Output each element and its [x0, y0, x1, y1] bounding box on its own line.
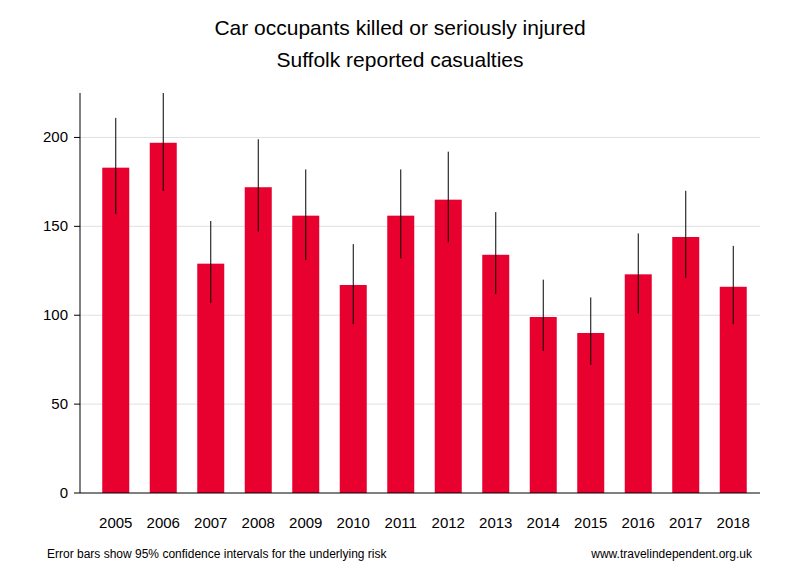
y-axis: 0 50 100 150 200	[43, 128, 760, 501]
tick-label: 0	[60, 484, 68, 501]
tick-label: 150	[43, 217, 68, 234]
x-axis: 2005 2006 2007 2008 2009 2010 2011 2012 2013 2014…	[99, 514, 750, 531]
bar	[245, 187, 272, 493]
error-bar	[115, 118, 116, 214]
x-axis-line	[80, 493, 760, 494]
subtitle: Suffolk reported casualties	[276, 48, 523, 71]
tick-mark	[74, 404, 80, 405]
error-bar	[685, 191, 686, 278]
error-bar	[305, 169, 306, 260]
bars	[102, 93, 747, 493]
error-bar	[590, 297, 591, 365]
y-axis-line	[80, 93, 81, 493]
grid-line	[80, 315, 760, 316]
error-bar	[400, 169, 401, 258]
tick-label: 200	[43, 128, 68, 145]
title: Car occupants killed or seriously injure…	[214, 16, 585, 39]
bar	[102, 168, 129, 493]
category-label: 2018	[717, 514, 750, 531]
tick-mark	[74, 315, 80, 316]
grid-line	[80, 404, 760, 405]
tick-mark	[74, 226, 80, 227]
error-bar	[495, 212, 496, 294]
category-label: 2013	[479, 514, 512, 531]
grid-line	[80, 137, 760, 138]
tick-label: 50	[51, 395, 68, 412]
error-bar	[543, 280, 544, 351]
category-label: 2016	[622, 514, 655, 531]
category-label: 2011	[385, 514, 417, 531]
bar	[150, 143, 177, 493]
category-label: 2014	[527, 514, 560, 531]
error-bar	[163, 93, 164, 191]
error-bar	[448, 152, 449, 243]
category-label: 2015	[574, 514, 607, 531]
category-label: 2007	[194, 514, 227, 531]
annotation: Error bars show 95% confidence intervals…	[47, 547, 387, 561]
category-label: 2017	[669, 514, 702, 531]
chart: 0 50 100 150 200 2005 2006 2007 2008 2009 2010 2011…	[0, 0, 800, 580]
bar	[435, 200, 462, 493]
tick-mark	[74, 493, 80, 494]
category-label: 2012	[432, 514, 465, 531]
error-bar	[258, 139, 259, 231]
chart-container: 0 50 100 150 200 2005 2006 2007 2008 2009 2010 2011…	[0, 0, 800, 580]
category-label: 2010	[337, 514, 370, 531]
annotation: www.travelindependent.org.uk	[590, 547, 753, 561]
category-label: 2008	[242, 514, 275, 531]
tick-label: 100	[43, 306, 68, 323]
category-label: 2009	[289, 514, 322, 531]
tick-mark	[74, 137, 80, 138]
error-bar	[210, 221, 211, 303]
category-label: 2005	[99, 514, 132, 531]
grid-line	[80, 226, 760, 227]
error-bar	[353, 244, 354, 324]
error-bar	[638, 233, 639, 313]
error-bar	[733, 246, 734, 324]
category-label: 2006	[147, 514, 180, 531]
